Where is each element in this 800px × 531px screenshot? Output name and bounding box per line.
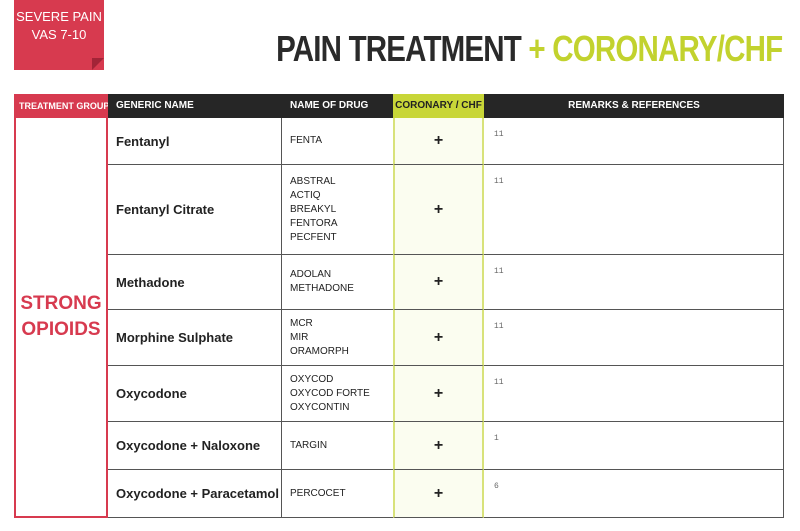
coronary-mark: + [393, 422, 484, 470]
title-main: PAIN TREATMENT [275, 28, 522, 69]
drug-name: OXYCOD [290, 373, 334, 385]
drug-list: OXYCOD OXYCOD FORTE OXYCONTIN [290, 373, 370, 415]
drug-name: TARGIN [290, 439, 328, 451]
drug-name: ABSTRAL [290, 175, 336, 187]
drug-list: ADOLAN METHADONE [290, 268, 354, 296]
group-line: OPIOIDS [21, 319, 101, 340]
remarks: 11 [484, 310, 784, 366]
column-header: REMARKS & REFERENCES [484, 94, 784, 118]
remarks: 11 [484, 366, 784, 422]
drug-names: OXYCOD OXYCOD FORTE OXYCONTIN [282, 366, 393, 422]
coronary-mark: + [393, 310, 484, 366]
generic-name: Oxycodone + Naloxone [108, 422, 282, 470]
remarks: 11 [484, 255, 784, 310]
drug-names: MCR MIR ORAMORPH [282, 310, 393, 366]
drug-list: PERCOCET [290, 487, 346, 501]
generic-name: Oxycodone + Paracetamol [108, 470, 282, 518]
drug-name: ADOLAN [290, 269, 332, 280]
drug-names: TARGIN [282, 422, 393, 470]
coronary-mark: + [393, 470, 484, 518]
tag-line: SEVERE PAIN [16, 9, 102, 24]
drug-name: FENTORA [290, 217, 338, 229]
drug-name: OXYCOD FORTE [290, 387, 370, 399]
generic-name: Morphine Sulphate [108, 310, 282, 366]
tag-line: VAS 7-10 [31, 27, 87, 42]
drug-name: FENTA [290, 135, 323, 146]
title-accent: + CORONARY/CHF [528, 28, 783, 69]
coronary-mark: + [393, 118, 484, 165]
drug-names: ADOLAN METHADONE [282, 255, 393, 310]
generic-name: Fentanyl Citrate [108, 165, 282, 255]
drug-names: ABSTRAL ACTIQ BREAKYL FENTORA PECFENT [282, 165, 393, 255]
coronary-mark: + [393, 255, 484, 310]
column-header: NAME OF DRUG [282, 94, 393, 118]
drug-list: TARGIN [290, 439, 327, 453]
drug-name: ORAMORPH [290, 345, 349, 357]
drug-name: ACTIQ [290, 189, 321, 201]
remarks: 11 [484, 165, 784, 255]
drug-names: PERCOCET [282, 470, 393, 518]
page-title: PAIN TREATMENT + CORONARY/CHF [275, 28, 783, 70]
drug-names: FENTA [282, 118, 393, 165]
coronary-mark: + [393, 165, 484, 255]
drug-list: FENTA [290, 134, 322, 148]
column-header: CORONARY / CHF [393, 94, 484, 118]
remarks: 11 [484, 118, 784, 165]
column-header: TREATMENT GROUPS [14, 94, 115, 118]
drug-list: MCR MIR ORAMORPH [290, 317, 349, 359]
remarks: 6 [484, 470, 784, 518]
column-header: GENERIC NAME [108, 94, 282, 118]
drug-name: OXYCONTIN [290, 401, 350, 413]
coronary-mark: + [393, 366, 484, 422]
severity-tag: SEVERE PAIN VAS 7-10 [14, 0, 104, 70]
remarks: 1 [484, 422, 784, 470]
drug-name: PERCOCET [290, 487, 346, 499]
drug-name: PECFENT [290, 231, 337, 243]
generic-name: Methadone [108, 255, 282, 310]
drug-name: MIR [290, 331, 309, 343]
generic-name: Fentanyl [108, 118, 282, 165]
drug-name: MCR [290, 317, 313, 329]
drug-name: METHADONE [290, 283, 354, 294]
drug-name: BREAKYL [290, 203, 337, 215]
group-line: STRONG [20, 293, 102, 314]
drug-list: ABSTRAL ACTIQ BREAKYL FENTORA PECFENT [290, 175, 338, 245]
generic-name: Oxycodone [108, 366, 282, 422]
treatment-group: STRONG OPIOIDS [14, 118, 108, 518]
